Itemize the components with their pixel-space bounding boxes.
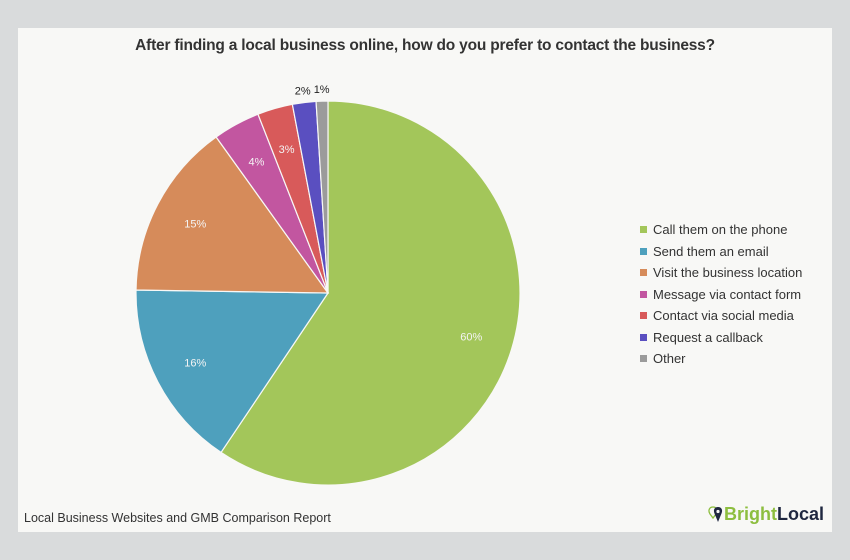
legend-item: Call them on the phone (640, 219, 802, 241)
pie-slice (315, 100, 329, 294)
legend-item: Visit the business location (640, 262, 802, 284)
chart-card: After finding a local business online, h… (18, 28, 832, 532)
legend-item: Message via contact form (640, 284, 802, 306)
slice-label: 2% (295, 86, 311, 98)
pie-slice (135, 136, 330, 294)
legend-swatch (640, 247, 647, 255)
brand-bright: Bright (723, 504, 777, 524)
legend-label: Call them on the phone (653, 222, 788, 238)
legend-swatch (640, 333, 647, 341)
source-footer: Local Business Websites and GMB Comparis… (24, 511, 331, 525)
legend-item: Contact via social media (640, 305, 802, 327)
legend-label: Visit the business location (653, 265, 803, 281)
pie-slice (220, 100, 521, 486)
brand-local: Local (776, 504, 824, 524)
pie-chart: 60% 16% 15% 4% 3% 2% 1% (135, 84, 521, 486)
legend-swatch (640, 269, 647, 277)
chart-title: After finding a local business online, h… (135, 37, 715, 54)
legend-item: Send them an email (640, 241, 802, 263)
slice-label: 1% (314, 84, 330, 96)
legend-label: Send them an email (653, 243, 769, 259)
slice-label: 4% (249, 156, 265, 168)
legend-item: Other (640, 348, 802, 370)
slice-label: 15% (184, 219, 206, 231)
map-pin-icon (708, 505, 723, 522)
legend-label: Other (653, 351, 686, 367)
legend-swatch (640, 226, 647, 234)
slice-label: 60% (460, 332, 482, 344)
legend-swatch (640, 355, 647, 363)
legend: Call them on the phone Send them an email… (640, 219, 802, 370)
pie-slice (135, 289, 330, 454)
legend-item: Request a callback (640, 327, 802, 349)
legend-swatch (640, 290, 647, 298)
legend-label: Message via contact form (653, 286, 802, 302)
brand-logo: Bright Local (708, 504, 824, 525)
slice-label: 16% (184, 357, 206, 369)
legend-label: Contact via social media (653, 308, 794, 324)
legend-swatch (640, 312, 647, 320)
slice-label: 3% (279, 144, 295, 156)
legend-label: Request a callback (653, 329, 763, 345)
